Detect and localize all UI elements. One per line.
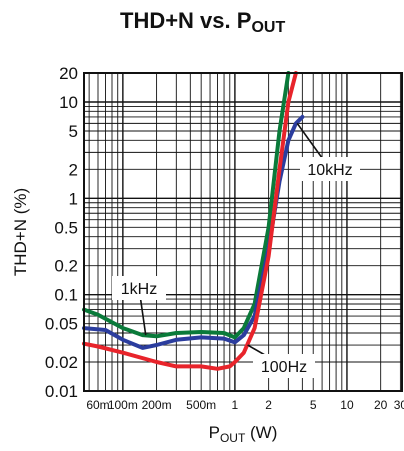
annotation-box-100hz [253, 354, 315, 378]
x-tick-label: 1 [232, 398, 239, 412]
y-tick-label: 0.02 [45, 353, 78, 372]
y-tick-label: 0.5 [54, 218, 78, 237]
x-tick-label: 5 [310, 398, 317, 412]
annotation-label-10khz: 10kHz [307, 162, 352, 179]
plot-frame [83, 72, 403, 392]
y-tick-label: 1 [69, 189, 78, 208]
series-annotations: 1kHz 10kHz 100Hz [112, 122, 360, 378]
grid-lines [84, 73, 402, 391]
svg-text:THD+N vs. POUT: THD+N vs. POUT [120, 8, 285, 36]
annotation-label-1khz: 1kHz [121, 281, 157, 298]
y-tick-label: 5 [69, 122, 78, 141]
y-tick-label: 0.01 [45, 382, 78, 401]
series-line-1khz [82, 71, 291, 340]
x-axis-label-suffix: (W) [245, 423, 277, 442]
x-axis-label-subscript: OUT [220, 431, 246, 445]
y-tick-label: 2 [69, 160, 78, 179]
x-axis-label: POUT (W) [209, 423, 278, 445]
y-tick-label: 0.05 [45, 315, 78, 334]
x-tick-label: 200m [142, 398, 172, 412]
y-tick-label: 20 [59, 64, 78, 83]
annotation-box-1khz [112, 276, 166, 300]
y-axis-label-text: THD+N (%) [11, 188, 30, 276]
annotation-label-100hz: 100Hz [261, 359, 307, 376]
chart-title-main: THD+N vs. P [120, 8, 251, 33]
y-axis-label: THD+N (%) [11, 188, 30, 276]
series-line-10khz [82, 114, 305, 350]
annotation-box-10khz [300, 157, 360, 181]
chart-title-subscript: OUT [251, 19, 285, 36]
x-tick-label: 30 [394, 398, 404, 412]
series-lines [82, 71, 305, 371]
chart-title: THD+N vs. POUT [120, 8, 285, 36]
x-tick-label: 2 [265, 398, 272, 412]
svg-text:POUT (W): POUT (W) [209, 423, 278, 445]
x-tick-label: 10 [340, 398, 354, 412]
series-line-100hz [82, 71, 298, 371]
x-tick-label: 60m [86, 398, 109, 412]
x-tick-label: 20 [374, 398, 388, 412]
y-tick-labels: 0.01 0.02 0.05 0.1 0.2 0.5 1 2 5 10 20 [45, 64, 78, 401]
x-axis-label-main: P [209, 423, 220, 442]
y-tick-label: 0.2 [54, 257, 78, 276]
y-tick-label: 0.1 [54, 286, 78, 305]
y-tick-label: 10 [59, 93, 78, 112]
x-tick-label: 500m [186, 398, 216, 412]
x-tick-label: 100m [108, 398, 138, 412]
